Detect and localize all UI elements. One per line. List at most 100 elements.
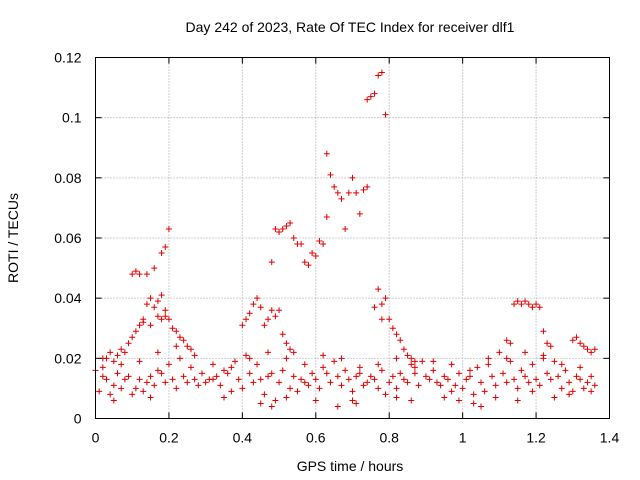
data-point [580, 343, 587, 350]
data-point [250, 301, 257, 308]
data-point [327, 379, 334, 386]
data-point [426, 376, 433, 383]
x-tick-label: 1.4 [600, 430, 620, 446]
data-point [162, 379, 169, 386]
data-point [114, 370, 121, 377]
data-point [301, 379, 308, 386]
data-point [514, 397, 521, 404]
data-point [147, 322, 154, 329]
data-point [309, 370, 316, 377]
data-point [268, 307, 275, 314]
data-point [478, 379, 484, 386]
data-point [481, 388, 488, 395]
data-point [529, 361, 536, 368]
data-point [558, 361, 565, 368]
data-point [206, 376, 213, 383]
data-point [162, 244, 169, 251]
data-point [162, 307, 169, 314]
data-point [147, 373, 154, 380]
data-point [378, 316, 385, 323]
data-point [239, 322, 246, 329]
data-point [209, 361, 216, 368]
data-point [522, 349, 529, 356]
data-point [404, 379, 411, 386]
data-point [342, 367, 349, 374]
data-point [323, 213, 330, 220]
data-point [360, 186, 367, 193]
data-points [92, 69, 598, 410]
data-point [140, 319, 147, 326]
data-point [345, 376, 352, 383]
data-point [466, 367, 473, 374]
data-point [268, 370, 275, 377]
y-tick-label: 0 [74, 411, 82, 427]
data-point [492, 394, 499, 401]
data-point [228, 364, 235, 371]
data-point [353, 373, 360, 380]
data-point [272, 397, 279, 404]
data-point [110, 397, 117, 404]
data-point [474, 364, 481, 371]
data-point [444, 376, 451, 383]
data-point [121, 376, 128, 383]
data-point [272, 313, 279, 320]
data-point [287, 346, 294, 353]
data-point [169, 376, 176, 383]
data-point [547, 343, 554, 350]
data-point [356, 370, 363, 377]
data-point [312, 376, 319, 383]
data-point [184, 343, 191, 350]
data-point [397, 370, 404, 377]
data-point [309, 250, 316, 257]
data-point [511, 376, 518, 383]
data-point [367, 93, 374, 100]
data-point [184, 379, 191, 386]
data-point [364, 379, 371, 386]
data-point [294, 388, 301, 395]
data-point [455, 397, 462, 404]
data-point [386, 379, 393, 386]
data-point [514, 385, 521, 392]
data-point [154, 349, 161, 356]
data-point [514, 298, 521, 305]
data-point [110, 382, 117, 389]
data-point [180, 337, 187, 344]
data-point [323, 370, 330, 377]
y-tick-label: 0.06 [54, 230, 81, 246]
data-point [408, 397, 415, 404]
x-tick-label: 1 [459, 430, 467, 446]
data-point [415, 382, 422, 389]
y-tick-label: 0.12 [54, 50, 81, 66]
data-point [301, 361, 308, 368]
data-point [511, 301, 518, 308]
data-point [165, 361, 172, 368]
data-point [158, 316, 165, 323]
data-point [430, 367, 437, 374]
data-point [254, 361, 261, 368]
data-point [411, 370, 418, 377]
data-point [140, 388, 147, 395]
data-point [404, 352, 411, 359]
data-point [544, 340, 551, 347]
data-point [518, 301, 525, 308]
data-point [151, 265, 158, 272]
data-point [397, 337, 404, 344]
data-point [265, 349, 272, 356]
data-point [356, 364, 363, 371]
data-point [243, 316, 250, 323]
data-point [136, 271, 143, 278]
data-point [173, 328, 180, 335]
data-point [503, 337, 510, 344]
data-point [349, 397, 356, 404]
data-point [577, 364, 584, 371]
data-point [287, 219, 294, 226]
data-point [132, 385, 139, 392]
data-point [320, 352, 327, 359]
data-point [165, 316, 172, 323]
data-point [187, 364, 194, 371]
data-point [276, 379, 283, 386]
y-tick-label: 0.1 [62, 110, 82, 126]
data-point [191, 352, 198, 359]
data-point [408, 355, 415, 362]
data-point [441, 373, 448, 380]
